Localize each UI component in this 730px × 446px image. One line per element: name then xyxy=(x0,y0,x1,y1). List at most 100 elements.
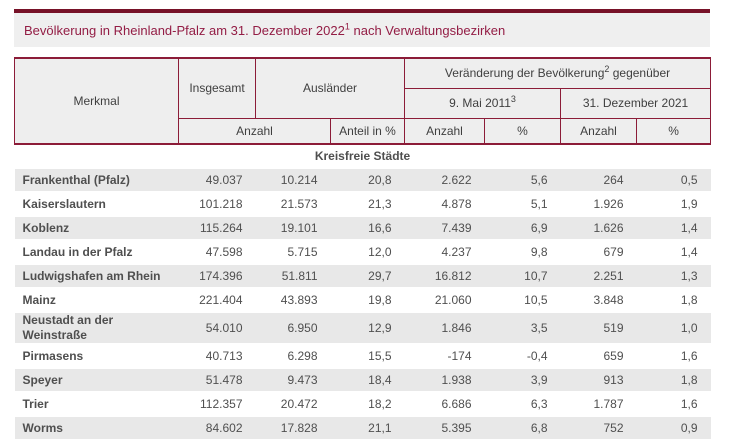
row-value-insgesamt: 112.357 xyxy=(178,392,256,417)
row-value-auslaender-anzahl: 17.828 xyxy=(255,416,331,441)
row-value-insgesamt: 40.713 xyxy=(178,344,256,369)
row-value-2011-anzahl: 7.439 xyxy=(404,216,485,241)
row-value-2021-anzahl: 913 xyxy=(560,368,637,393)
row-value-2011-pct: -0,4 xyxy=(484,344,561,369)
col-subheader-pct-2011: % xyxy=(484,117,562,145)
row-value-2021-anzahl: 659 xyxy=(560,344,637,369)
table-row: Neustadt an der Weinstraße 54.010 6.950 … xyxy=(14,312,711,345)
row-value-2011-anzahl: -174 xyxy=(404,344,485,369)
col-subheader-anteil: Anteil in % xyxy=(329,117,406,145)
page-title: Bevölkerung in Rheinland-Pfalz am 31. De… xyxy=(24,21,505,38)
footnote-marker-3: 3 xyxy=(510,94,516,104)
table-row: Mainz 221.404 43.893 19,8 21.060 10,5 3.… xyxy=(14,288,711,313)
page-title-bar: Bevölkerung in Rheinland-Pfalz am 31. De… xyxy=(14,9,710,47)
row-value-insgesamt: 49.037 xyxy=(178,168,256,193)
col-header-date-2011: 9. Mai 20113 xyxy=(404,87,562,119)
row-value-2011-pct: 5,1 xyxy=(484,192,561,217)
row-value-auslaender-anzahl: 21.573 xyxy=(255,192,331,217)
row-value-2021-pct: 1,9 xyxy=(636,192,711,217)
row-value-2011-anzahl: 2.622 xyxy=(404,168,485,193)
row-value-2021-anzahl: 1.926 xyxy=(560,192,637,217)
row-value-auslaender-anteil: 29,7 xyxy=(330,264,405,289)
row-value-2011-pct: 5,6 xyxy=(484,168,561,193)
row-value-auslaender-anteil: 21,3 xyxy=(330,192,405,217)
row-value-2021-pct: 1,0 xyxy=(636,312,711,345)
col-header-auslaender: Ausländer xyxy=(254,57,406,119)
row-value-auslaender-anzahl: 9.473 xyxy=(255,368,331,393)
row-value-insgesamt: 174.396 xyxy=(178,264,256,289)
row-value-2011-pct: 6,9 xyxy=(484,216,561,241)
col-header-merkmal: Merkmal xyxy=(14,57,179,145)
row-value-2011-pct: 3,9 xyxy=(484,368,561,393)
row-value-2011-anzahl: 5.395 xyxy=(404,416,485,441)
row-value-insgesamt: 221.404 xyxy=(178,288,256,313)
page-title-text: Bevölkerung in Rheinland-Pfalz am 31. De… xyxy=(24,23,345,38)
footnote-marker-1: 1 xyxy=(344,21,350,32)
row-value-2021-anzahl: 1.787 xyxy=(560,392,637,417)
row-value-auslaender-anteil: 13,3 xyxy=(330,440,405,446)
row-value-2021-anzahl: 519 xyxy=(560,312,637,345)
row-value-2011-anzahl: 1.846 xyxy=(404,312,485,345)
table-row: Zweibrücken 34.556 4.593 13,3 356 1,0 46… xyxy=(14,440,711,446)
row-label: Neustadt an der Weinstraße xyxy=(14,312,179,345)
row-value-auslaender-anteil: 21,1 xyxy=(330,416,405,441)
row-value-auslaender-anteil: 18,4 xyxy=(330,368,405,393)
row-value-2011-pct: 6,8 xyxy=(484,416,561,441)
row-value-2011-anzahl: 4.878 xyxy=(404,192,485,217)
row-value-2011-pct: 10,7 xyxy=(484,264,561,289)
col-subheader-anzahl-2021: Anzahl xyxy=(560,117,638,145)
row-value-2011-pct: 1,0 xyxy=(484,440,561,446)
col-subheader-pct-2021: % xyxy=(636,117,712,145)
row-value-insgesamt: 54.010 xyxy=(178,312,256,345)
row-value-2021-pct: 1,6 xyxy=(636,392,711,417)
table-row: Frankenthal (Pfalz) 49.037 10.214 20,8 2… xyxy=(14,168,711,193)
col-header-veraenderung: Veränderung der Bevölkerung2 gegenüber xyxy=(404,57,712,89)
col-subheader-anzahl: Anzahl xyxy=(178,117,331,145)
row-value-auslaender-anteil: 15,5 xyxy=(330,344,405,369)
row-value-auslaender-anteil: 20,8 xyxy=(330,168,405,193)
row-label: Kaiserslautern xyxy=(14,192,179,217)
table-row: Speyer 51.478 9.473 18,4 1.938 3,9 913 1… xyxy=(14,368,711,393)
table-row: Ludwigshafen am Rhein 174.396 51.811 29,… xyxy=(14,264,711,289)
date-2011-text: 9. Mai 2011 xyxy=(449,96,511,110)
row-value-auslaender-anzahl: 4.593 xyxy=(255,440,331,446)
row-value-insgesamt: 115.264 xyxy=(178,216,256,241)
row-label: Ludwigshafen am Rhein xyxy=(14,264,179,289)
table-row: Koblenz 115.264 19.101 16,6 7.439 6,9 1.… xyxy=(14,216,711,241)
row-value-auslaender-anzahl: 19.101 xyxy=(255,216,331,241)
row-value-2011-anzahl: 16.812 xyxy=(404,264,485,289)
row-label: Speyer xyxy=(14,368,179,393)
col-header-insgesamt: Insgesamt xyxy=(178,57,256,119)
row-value-2011-pct: 6,3 xyxy=(484,392,561,417)
row-value-auslaender-anteil: 12,9 xyxy=(330,312,405,345)
row-value-auslaender-anzahl: 43.893 xyxy=(255,288,331,313)
row-value-2021-pct: 1,8 xyxy=(636,368,711,393)
row-value-auslaender-anteil: 16,6 xyxy=(330,216,405,241)
row-value-2011-pct: 9,8 xyxy=(484,240,561,265)
row-label: Zweibrücken xyxy=(14,440,179,446)
row-value-2021-anzahl: 465 xyxy=(560,440,637,446)
table-header: Merkmal Insgesamt Ausländer Veränderung … xyxy=(14,57,712,145)
row-value-2011-anzahl: 4.237 xyxy=(404,240,485,265)
row-label: Pirmasens xyxy=(14,344,179,369)
table-row: Kaiserslautern 101.218 21.573 21,3 4.878… xyxy=(14,192,711,217)
row-value-2011-anzahl: 356 xyxy=(404,440,485,446)
row-value-insgesamt: 51.478 xyxy=(178,368,256,393)
row-value-2011-anzahl: 21.060 xyxy=(404,288,485,313)
row-value-2021-pct: 0,5 xyxy=(636,168,711,193)
footnote-marker-2: 2 xyxy=(604,64,610,75)
section-header: Kreisfreie Städte xyxy=(14,144,711,169)
row-value-2021-anzahl: 679 xyxy=(560,240,637,265)
row-value-2011-pct: 10,5 xyxy=(484,288,561,313)
row-value-auslaender-anteil: 19,8 xyxy=(330,288,405,313)
row-value-auslaender-anzahl: 51.811 xyxy=(255,264,331,289)
row-value-insgesamt: 34.556 xyxy=(178,440,256,446)
population-table: Merkmal Insgesamt Ausländer Veränderung … xyxy=(14,57,712,446)
table-row: Landau in der Pfalz 47.598 5.715 12,0 4.… xyxy=(14,240,711,265)
table-row: Trier 112.357 20.472 18,2 6.686 6,3 1.78… xyxy=(14,392,711,417)
row-value-2011-anzahl: 1.938 xyxy=(404,368,485,393)
row-label: Landau in der Pfalz xyxy=(14,240,179,265)
row-value-auslaender-anzahl: 5.715 xyxy=(255,240,331,265)
table-row: Pirmasens 40.713 6.298 15,5 -174 -0,4 65… xyxy=(14,344,711,369)
row-value-auslaender-anzahl: 20.472 xyxy=(255,392,331,417)
